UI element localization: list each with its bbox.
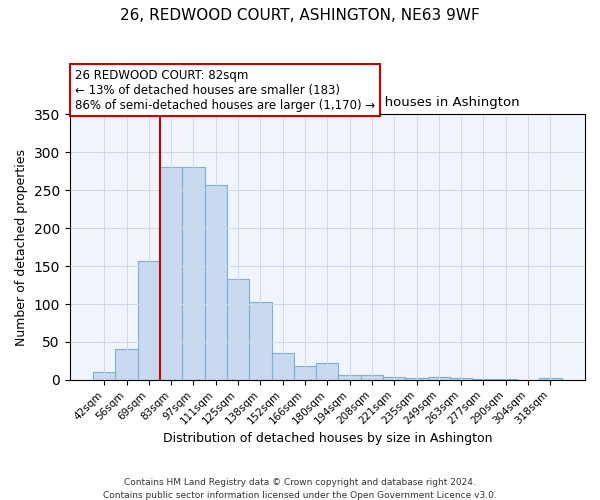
Bar bbox=[205, 185, 227, 380]
Text: 26 REDWOOD COURT: 82sqm
← 13% of detached houses are smaller (183)
86% of semi-d: 26 REDWOOD COURT: 82sqm ← 13% of detache… bbox=[75, 68, 375, 112]
Bar bbox=[294, 366, 316, 380]
Bar bbox=[249, 302, 272, 380]
Bar bbox=[115, 349, 137, 380]
Bar bbox=[539, 378, 562, 380]
Bar bbox=[93, 372, 115, 380]
Bar bbox=[383, 377, 406, 380]
Bar bbox=[472, 379, 494, 380]
Bar bbox=[137, 261, 160, 380]
Bar bbox=[272, 354, 294, 380]
Text: 26, REDWOOD COURT, ASHINGTON, NE63 9WF: 26, REDWOOD COURT, ASHINGTON, NE63 9WF bbox=[120, 8, 480, 22]
Bar bbox=[494, 379, 517, 380]
Text: Contains HM Land Registry data © Crown copyright and database right 2024.
Contai: Contains HM Land Registry data © Crown c… bbox=[103, 478, 497, 500]
Bar bbox=[450, 378, 472, 380]
Bar bbox=[361, 376, 383, 380]
Bar bbox=[182, 166, 205, 380]
X-axis label: Distribution of detached houses by size in Ashington: Distribution of detached houses by size … bbox=[163, 432, 492, 445]
Bar bbox=[406, 378, 428, 380]
Y-axis label: Number of detached properties: Number of detached properties bbox=[15, 148, 28, 346]
Bar bbox=[316, 363, 338, 380]
Bar bbox=[160, 168, 182, 380]
Bar bbox=[428, 377, 450, 380]
Bar bbox=[227, 279, 249, 380]
Title: Size of property relative to detached houses in Ashington: Size of property relative to detached ho… bbox=[135, 96, 520, 109]
Bar bbox=[338, 374, 361, 380]
